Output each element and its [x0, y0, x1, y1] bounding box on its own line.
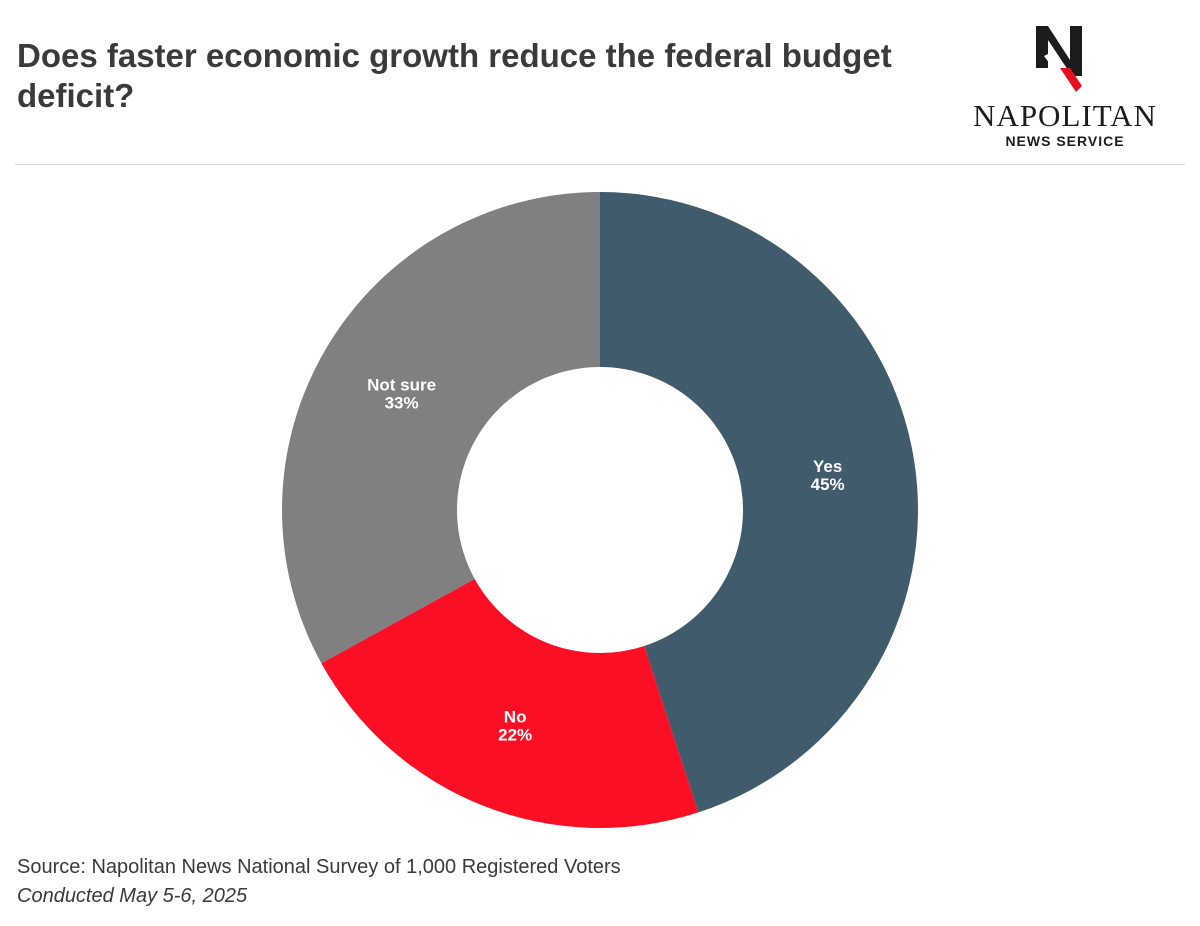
slice-value-label: 45% — [811, 475, 845, 494]
slice-yes — [600, 192, 918, 813]
source-note: Source: Napolitan News National Survey o… — [17, 856, 621, 878]
slice-not-sure — [282, 192, 600, 664]
slice-no — [321, 578, 699, 828]
logo-subtitle: NEWS SERVICE — [1005, 133, 1125, 149]
slice-category-label: Not sure — [367, 376, 436, 395]
slice-value-label: 22% — [498, 725, 532, 744]
header-divider — [15, 164, 1185, 165]
chart-title: Does faster economic growth reduce the f… — [17, 37, 892, 114]
slice-category-label: No — [504, 707, 527, 726]
slice-category-label: Yes — [813, 457, 842, 476]
logo-name: NAPOLITAN — [973, 98, 1157, 133]
logo-mark-icon — [1036, 26, 1082, 92]
slice-value-label: 33% — [385, 394, 419, 413]
conducted-note: Conducted May 5-6, 2025 — [17, 885, 248, 907]
napolitan-logo: NAPOLITAN NEWS SERVICE — [962, 26, 1168, 154]
slices-group — [282, 192, 918, 828]
